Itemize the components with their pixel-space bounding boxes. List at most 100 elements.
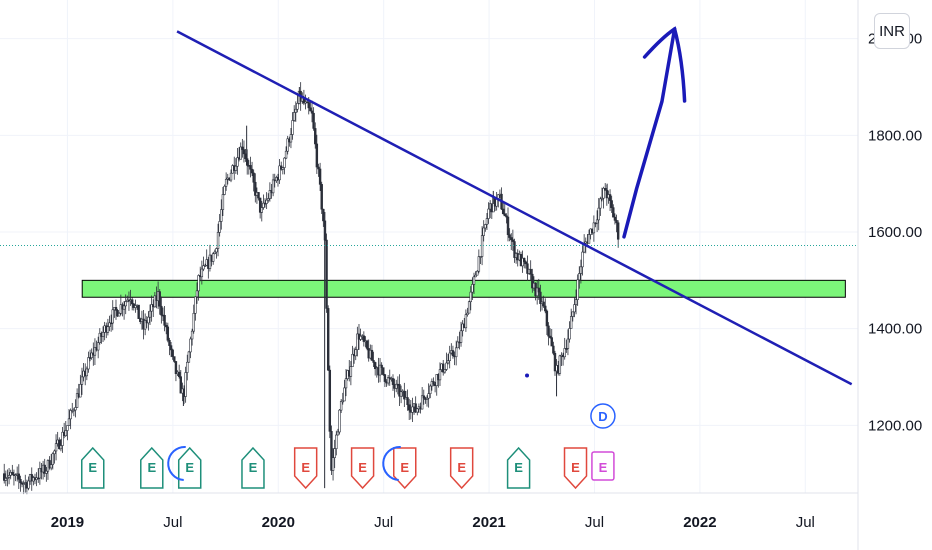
candle-body	[336, 431, 340, 436]
candle-body	[168, 339, 171, 346]
candle-body	[130, 299, 134, 305]
earnings-marker[interactable]: E	[591, 451, 615, 481]
candle-body	[480, 235, 484, 257]
candle-body	[403, 390, 406, 400]
candle-body	[137, 304, 140, 319]
candle-body	[362, 335, 366, 342]
candle-body	[48, 460, 51, 469]
candle-body	[365, 340, 369, 349]
candle-body	[592, 222, 596, 234]
candle-body	[341, 400, 344, 403]
earnings-box	[591, 451, 615, 481]
candle-body	[249, 165, 252, 170]
earnings-marker[interactable]: E	[140, 446, 164, 489]
earnings-label: E	[457, 460, 466, 475]
candle-body	[545, 310, 549, 327]
candle-body	[335, 434, 338, 449]
candle-body	[380, 364, 383, 368]
candle-body	[325, 239, 328, 309]
candle-body	[246, 158, 249, 166]
candle-body	[239, 146, 242, 160]
earnings-marker[interactable]: E	[293, 447, 318, 490]
x-tick-label: 2022	[683, 514, 716, 531]
candle-body	[448, 352, 451, 362]
candle-body	[326, 308, 330, 371]
candle-body	[615, 220, 618, 224]
candle-body	[158, 291, 161, 307]
candle-body	[333, 448, 336, 458]
candle-body	[153, 295, 157, 308]
earnings-label: E	[514, 460, 523, 475]
support-zone-layer	[81, 279, 846, 298]
earnings-marker[interactable]: E	[449, 447, 474, 490]
candle-body	[215, 248, 218, 253]
candle-body	[576, 279, 579, 300]
candle-body	[309, 107, 312, 112]
candle-body	[85, 368, 89, 377]
candle-body	[613, 216, 617, 221]
candle-body	[173, 356, 176, 362]
candle-body	[292, 112, 296, 121]
dividend-marker[interactable]: D	[590, 403, 616, 429]
x-tick-label: 2021	[472, 514, 505, 531]
candle-body	[537, 287, 540, 293]
earnings-marker[interactable]: E	[563, 447, 588, 490]
candle-body	[467, 301, 471, 314]
candle-body	[284, 150, 288, 159]
candle-body	[190, 330, 194, 340]
candle-body	[422, 395, 425, 399]
candle-body	[382, 367, 385, 375]
candle-body	[208, 254, 212, 269]
candle-body	[469, 291, 472, 303]
candle-body	[223, 185, 226, 195]
candle-body	[189, 338, 192, 353]
candle-body	[177, 371, 181, 377]
candle-body	[202, 265, 205, 270]
candle-body	[600, 197, 604, 200]
earnings-shape	[293, 447, 318, 490]
candle-body	[351, 353, 354, 367]
candle-body	[75, 393, 79, 408]
earnings-marker[interactable]: E	[241, 446, 265, 489]
candle-body	[260, 207, 263, 213]
candle-body	[88, 357, 92, 359]
candle-body	[354, 349, 357, 357]
earnings-marker[interactable]: E	[81, 446, 105, 489]
candle-body	[406, 397, 409, 406]
candle-body	[114, 307, 118, 311]
candle-body	[484, 224, 487, 229]
dividend-label: D	[598, 409, 607, 424]
earnings-marker[interactable]: E	[350, 447, 375, 490]
candle-body	[529, 268, 532, 275]
currency-badge[interactable]: INR	[874, 13, 910, 49]
candle-body	[49, 464, 53, 469]
candle-body	[485, 218, 489, 225]
event-overlap-arc	[382, 445, 401, 481]
candle-body	[399, 391, 403, 397]
candle-body	[218, 221, 221, 233]
x-tick-label: Jul	[585, 514, 604, 531]
candle-body	[539, 291, 542, 304]
candle-body	[503, 213, 506, 217]
candle-body	[291, 120, 294, 135]
earnings-marker[interactable]: E	[506, 446, 531, 489]
candle-body	[187, 351, 191, 363]
candle-body	[339, 401, 343, 411]
earnings-marker[interactable]: E	[393, 447, 417, 490]
candle-body	[118, 312, 121, 317]
candle-body	[294, 108, 298, 113]
earnings-shape	[140, 446, 164, 489]
candle-body	[338, 409, 341, 433]
earnings-marker[interactable]: E	[177, 446, 202, 489]
candle-body	[579, 266, 583, 274]
candle-body	[213, 251, 217, 254]
candle-body	[268, 190, 272, 199]
candle-body	[616, 222, 620, 240]
candle-body	[331, 457, 335, 471]
earnings-shape	[177, 446, 202, 489]
candle-body	[271, 179, 275, 194]
candle-body	[563, 348, 566, 358]
candle-body	[111, 309, 114, 324]
